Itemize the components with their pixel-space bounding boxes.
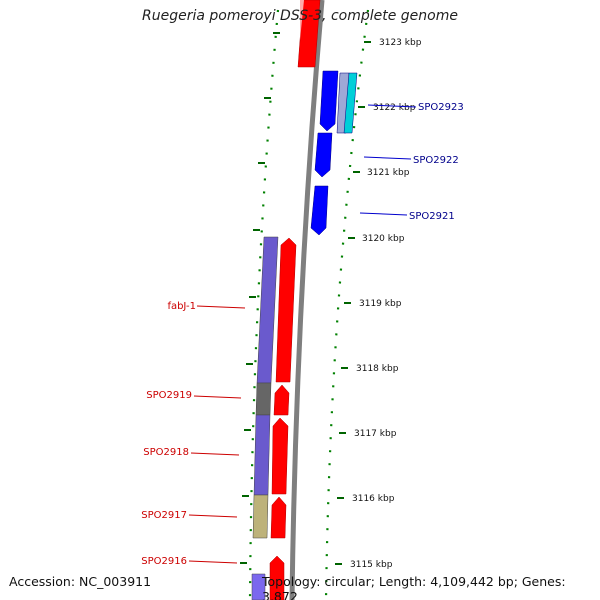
gc-band-5 [251, 573, 266, 600]
cds-SPO2918-forward [271, 417, 289, 495]
genome-summary: Topology: circular; Length: 4,109,442 bp… [262, 574, 566, 600]
cds-SPO2919-forward [273, 384, 290, 416]
tick-label-3121: 3121 kbp [367, 168, 410, 178]
leader-SPO2916 [188, 560, 238, 564]
gene-label-SPO2916[interactable]: SPO2916 [141, 556, 187, 567]
gc-band-1 [256, 236, 279, 384]
gc-track [251, 236, 279, 600]
gene-label-SPO2923[interactable]: SPO2923 [418, 102, 464, 113]
gc-band-2 [255, 382, 272, 416]
inner-dotted-arc [248, 9, 280, 600]
leader-SPO2922 [363, 156, 412, 160]
gene-label-SPO2918[interactable]: SPO2918 [143, 447, 189, 458]
tick-label-3119: 3119 kbp [359, 299, 402, 309]
outer-dotted-arc [324, 9, 370, 600]
leader-fabJ-1 [196, 305, 246, 309]
tick-label-3123: 3123 kbp [379, 38, 422, 48]
gc-band-4 [252, 494, 269, 539]
inner-ruler-ticks [240, 32, 280, 564]
gc-band-3 [253, 414, 271, 496]
leader-SPO2921 [359, 212, 408, 216]
leader-SPO2918 [190, 452, 240, 456]
leader-SPO2923 [367, 104, 417, 108]
right-gene-labels: SPO2923 SPO2922 SPO2921 [359, 102, 464, 222]
tick-label-3115: 3115 kbp [350, 560, 393, 570]
gene-label-SPO2917[interactable]: SPO2917 [141, 510, 187, 521]
tick-label-3118: 3118 kbp [356, 364, 399, 374]
tick-label-3117: 3117 kbp [354, 429, 397, 439]
genome-title: Ruegeria pomeroyi DSS-3, complete genome [142, 8, 458, 24]
top-fragment [300, 0, 304, 40]
cds-SPO2921-reverse [310, 185, 329, 236]
cds-SPO2922-reverse [314, 132, 333, 178]
scale-labels: 3123 kbp 3122 kbp 3121 kbp 3120 kbp 3119… [350, 38, 422, 570]
cds-SPO2923-cyan [343, 72, 358, 134]
tick-label-3120: 3120 kbp [362, 234, 405, 244]
gene-label-SPO2919[interactable]: SPO2919 [146, 390, 192, 401]
outer-ruler-ticks [335, 41, 371, 565]
gene-label-SPO2921[interactable]: SPO2921 [409, 211, 455, 222]
cds-top-forward [297, 0, 321, 68]
forward-cds-track [269, 0, 321, 600]
cds-fabJ-1-forward [275, 237, 297, 383]
cds-SPO2916-forward [269, 555, 285, 600]
tick-label-3116: 3116 kbp [352, 494, 395, 504]
reverse-cds-track [310, 70, 358, 236]
accession-label: Accession: NC_003911 [9, 574, 152, 589]
left-gene-labels: fabJ-1 SPO2919 SPO2918 SPO2917 SPO2916 [141, 301, 246, 567]
cds-SPO2923-reverse [319, 70, 339, 132]
cds-SPO2917-forward [270, 496, 287, 539]
tick-label-3122: 3122 kbp [373, 103, 416, 113]
leader-SPO2919 [193, 395, 242, 399]
leader-SPO2917 [188, 514, 238, 518]
gene-label-SPO2922[interactable]: SPO2922 [413, 155, 459, 166]
genome-backbone [289, 0, 325, 600]
gene-label-fabJ-1[interactable]: fabJ-1 [167, 301, 196, 312]
